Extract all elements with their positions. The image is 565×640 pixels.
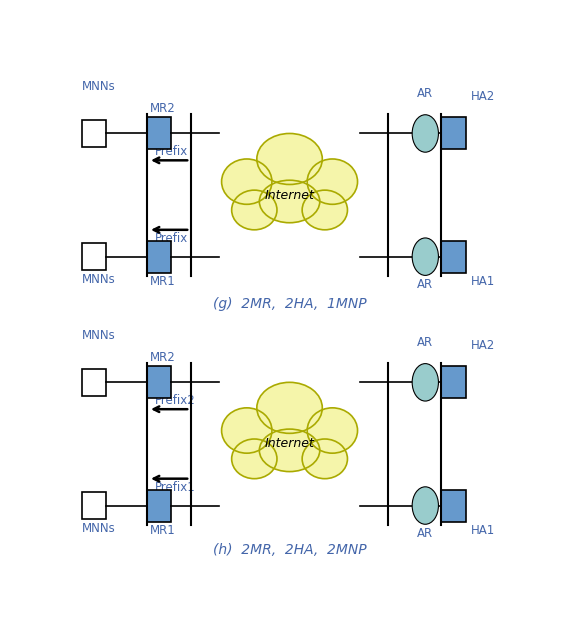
Text: MNNs: MNNs xyxy=(81,273,115,285)
Text: AR: AR xyxy=(417,336,433,349)
Ellipse shape xyxy=(412,238,438,275)
Text: MR1: MR1 xyxy=(149,524,175,537)
Ellipse shape xyxy=(232,439,277,479)
Ellipse shape xyxy=(257,382,322,433)
Text: HA2: HA2 xyxy=(471,339,494,351)
Text: (g)  2MR,  2HA,  1MNP: (g) 2MR, 2HA, 1MNP xyxy=(213,297,366,311)
Text: Prefix: Prefix xyxy=(155,145,188,158)
Text: Internet: Internet xyxy=(264,189,315,202)
Text: MR2: MR2 xyxy=(149,102,175,115)
Text: Prefix1: Prefix1 xyxy=(155,481,196,493)
Text: MNNs: MNNs xyxy=(81,329,115,342)
Text: Internet: Internet xyxy=(264,437,315,451)
Ellipse shape xyxy=(257,134,322,184)
Text: MR1: MR1 xyxy=(149,275,175,288)
Ellipse shape xyxy=(412,487,438,524)
Ellipse shape xyxy=(307,159,358,204)
Text: AR: AR xyxy=(417,527,433,540)
Ellipse shape xyxy=(221,408,272,453)
Bar xyxy=(441,118,466,150)
Ellipse shape xyxy=(259,180,320,223)
Bar xyxy=(81,243,106,270)
Text: AR: AR xyxy=(417,278,433,291)
Bar xyxy=(441,366,466,398)
Text: MNNs: MNNs xyxy=(81,80,115,93)
Text: MR2: MR2 xyxy=(149,351,175,364)
Bar xyxy=(81,492,106,519)
Ellipse shape xyxy=(302,190,347,230)
Text: Prefix: Prefix xyxy=(155,232,188,244)
Text: HA1: HA1 xyxy=(471,524,494,537)
Ellipse shape xyxy=(307,408,358,453)
Text: (h)  2MR,  2HA,  2MNP: (h) 2MR, 2HA, 2MNP xyxy=(213,543,366,557)
Bar xyxy=(147,366,171,398)
Bar xyxy=(81,369,106,396)
Text: HA1: HA1 xyxy=(471,275,494,288)
Ellipse shape xyxy=(221,159,272,204)
Text: AR: AR xyxy=(417,87,433,100)
Text: Prefix2: Prefix2 xyxy=(155,394,196,407)
Bar xyxy=(441,241,466,273)
Text: HA2: HA2 xyxy=(471,90,494,102)
Bar xyxy=(81,120,106,147)
Ellipse shape xyxy=(259,429,320,472)
Text: MNNs: MNNs xyxy=(81,522,115,534)
Ellipse shape xyxy=(412,364,438,401)
Bar xyxy=(441,490,466,522)
Ellipse shape xyxy=(232,190,277,230)
Ellipse shape xyxy=(412,115,438,152)
Bar xyxy=(147,118,171,150)
Bar xyxy=(147,490,171,522)
Bar xyxy=(147,241,171,273)
Ellipse shape xyxy=(302,439,347,479)
